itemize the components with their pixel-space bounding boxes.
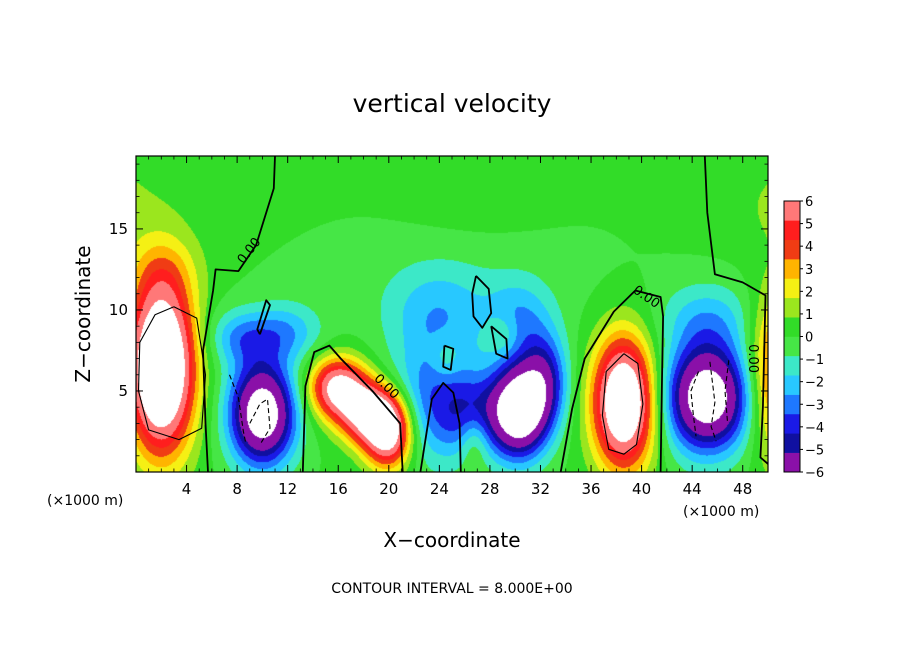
- contour-line: [471, 275, 493, 329]
- colorbar-tick-label: 6: [805, 195, 813, 210]
- contour-label: 0.00: [745, 344, 760, 373]
- colorbar-tick-label: 5: [805, 218, 813, 233]
- colorbar-tick-label: −5: [805, 443, 824, 458]
- colorbar-swatch: [784, 220, 800, 241]
- colorbar-swatch: [784, 317, 800, 337]
- contour-line: [490, 325, 509, 360]
- contour-line: [601, 353, 644, 455]
- y-tick-label: 5: [118, 382, 128, 400]
- contour-line: [137, 306, 207, 441]
- colorbar-tick-label: 1: [805, 308, 813, 323]
- x-tick-label: 8: [232, 480, 242, 498]
- x-tick-label: 4: [182, 480, 192, 498]
- x-tick-label: 16: [329, 480, 348, 498]
- vertical-velocity-field: [136, 156, 768, 472]
- x-tick-label: 28: [480, 480, 499, 498]
- colorbar-swatch: [784, 413, 800, 434]
- colorbar: 6 5 4 3 2 1 0 −1 −2 −3 −4 −5 −6: [783, 195, 824, 481]
- y-tick-label: 10: [109, 301, 128, 319]
- colorbar-tick-label: −4: [805, 421, 824, 436]
- contour-line: [419, 382, 462, 472]
- contour-line: [228, 374, 247, 445]
- colorbar-swatch: [784, 452, 800, 473]
- contour-interval-note: CONTOUR INTERVAL = 8.000E+00: [331, 581, 572, 597]
- x-tick-label: 48: [733, 480, 752, 498]
- colorbar-tick-label: −1: [805, 353, 824, 368]
- x-tick-label: 36: [581, 480, 600, 498]
- colorbar-swatch: [784, 375, 800, 395]
- colorbar-swatch: [784, 433, 800, 453]
- contour-line: [724, 360, 730, 424]
- colorbar-swatch: [784, 201, 800, 221]
- colorbar-swatch: [784, 297, 800, 318]
- y-axis-label: Z−coordinate: [71, 245, 95, 382]
- colorbar-tick-label: −6: [805, 466, 824, 481]
- contour-line: [249, 398, 271, 444]
- contour-line: [442, 344, 455, 371]
- colorbar-tick-label: 2: [805, 285, 813, 300]
- x-axis: 4 8 12 16 20 24 28 32 36 40 44 48: [148, 156, 756, 498]
- x-tick-label: 44: [683, 480, 702, 498]
- x-tick-label: 20: [379, 480, 398, 498]
- contour-line: [690, 371, 700, 437]
- colorbar-swatch: [784, 336, 800, 357]
- chart-title: vertical velocity: [353, 89, 552, 118]
- colorbar-tick-label: −3: [805, 398, 824, 413]
- colorbar-swatch: [784, 278, 800, 299]
- colorbar-tick-label: 4: [805, 240, 813, 255]
- colorbar-swatch: [784, 239, 800, 260]
- colorbar-swatch: [784, 259, 800, 279]
- contour-line: [301, 344, 404, 472]
- contour-line: [256, 299, 271, 335]
- x-tick-label: 40: [632, 480, 651, 498]
- colorbar-tick-label: −2: [805, 376, 824, 391]
- x-tick-label: 24: [430, 480, 449, 498]
- colorbar-tick-label: 0: [805, 331, 813, 346]
- x-axis-label: X−coordinate: [383, 528, 520, 552]
- contour-line: [559, 289, 664, 472]
- y-tick-label: 15: [109, 220, 128, 238]
- colorbar-tick-label: 3: [805, 263, 813, 278]
- y-axis: 5 10 15: [109, 163, 768, 457]
- x-tick-label: 32: [531, 480, 550, 498]
- colorbar-swatch: [784, 355, 800, 376]
- contour-line: [202, 156, 276, 472]
- x-tick-label: 12: [278, 480, 297, 498]
- contour-line: [703, 156, 768, 465]
- x-unit-label-right: (×1000 m): [683, 504, 759, 520]
- contour-lines: 0.000.000.000.00: [137, 156, 768, 472]
- x-unit-label-left: (×1000 m): [47, 493, 123, 509]
- contour-line: [709, 361, 717, 442]
- colorbar-swatch: [784, 394, 800, 415]
